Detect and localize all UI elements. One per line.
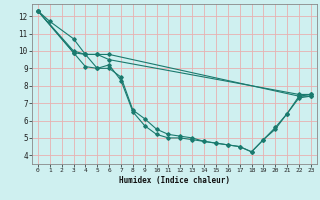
X-axis label: Humidex (Indice chaleur): Humidex (Indice chaleur) <box>119 176 230 185</box>
